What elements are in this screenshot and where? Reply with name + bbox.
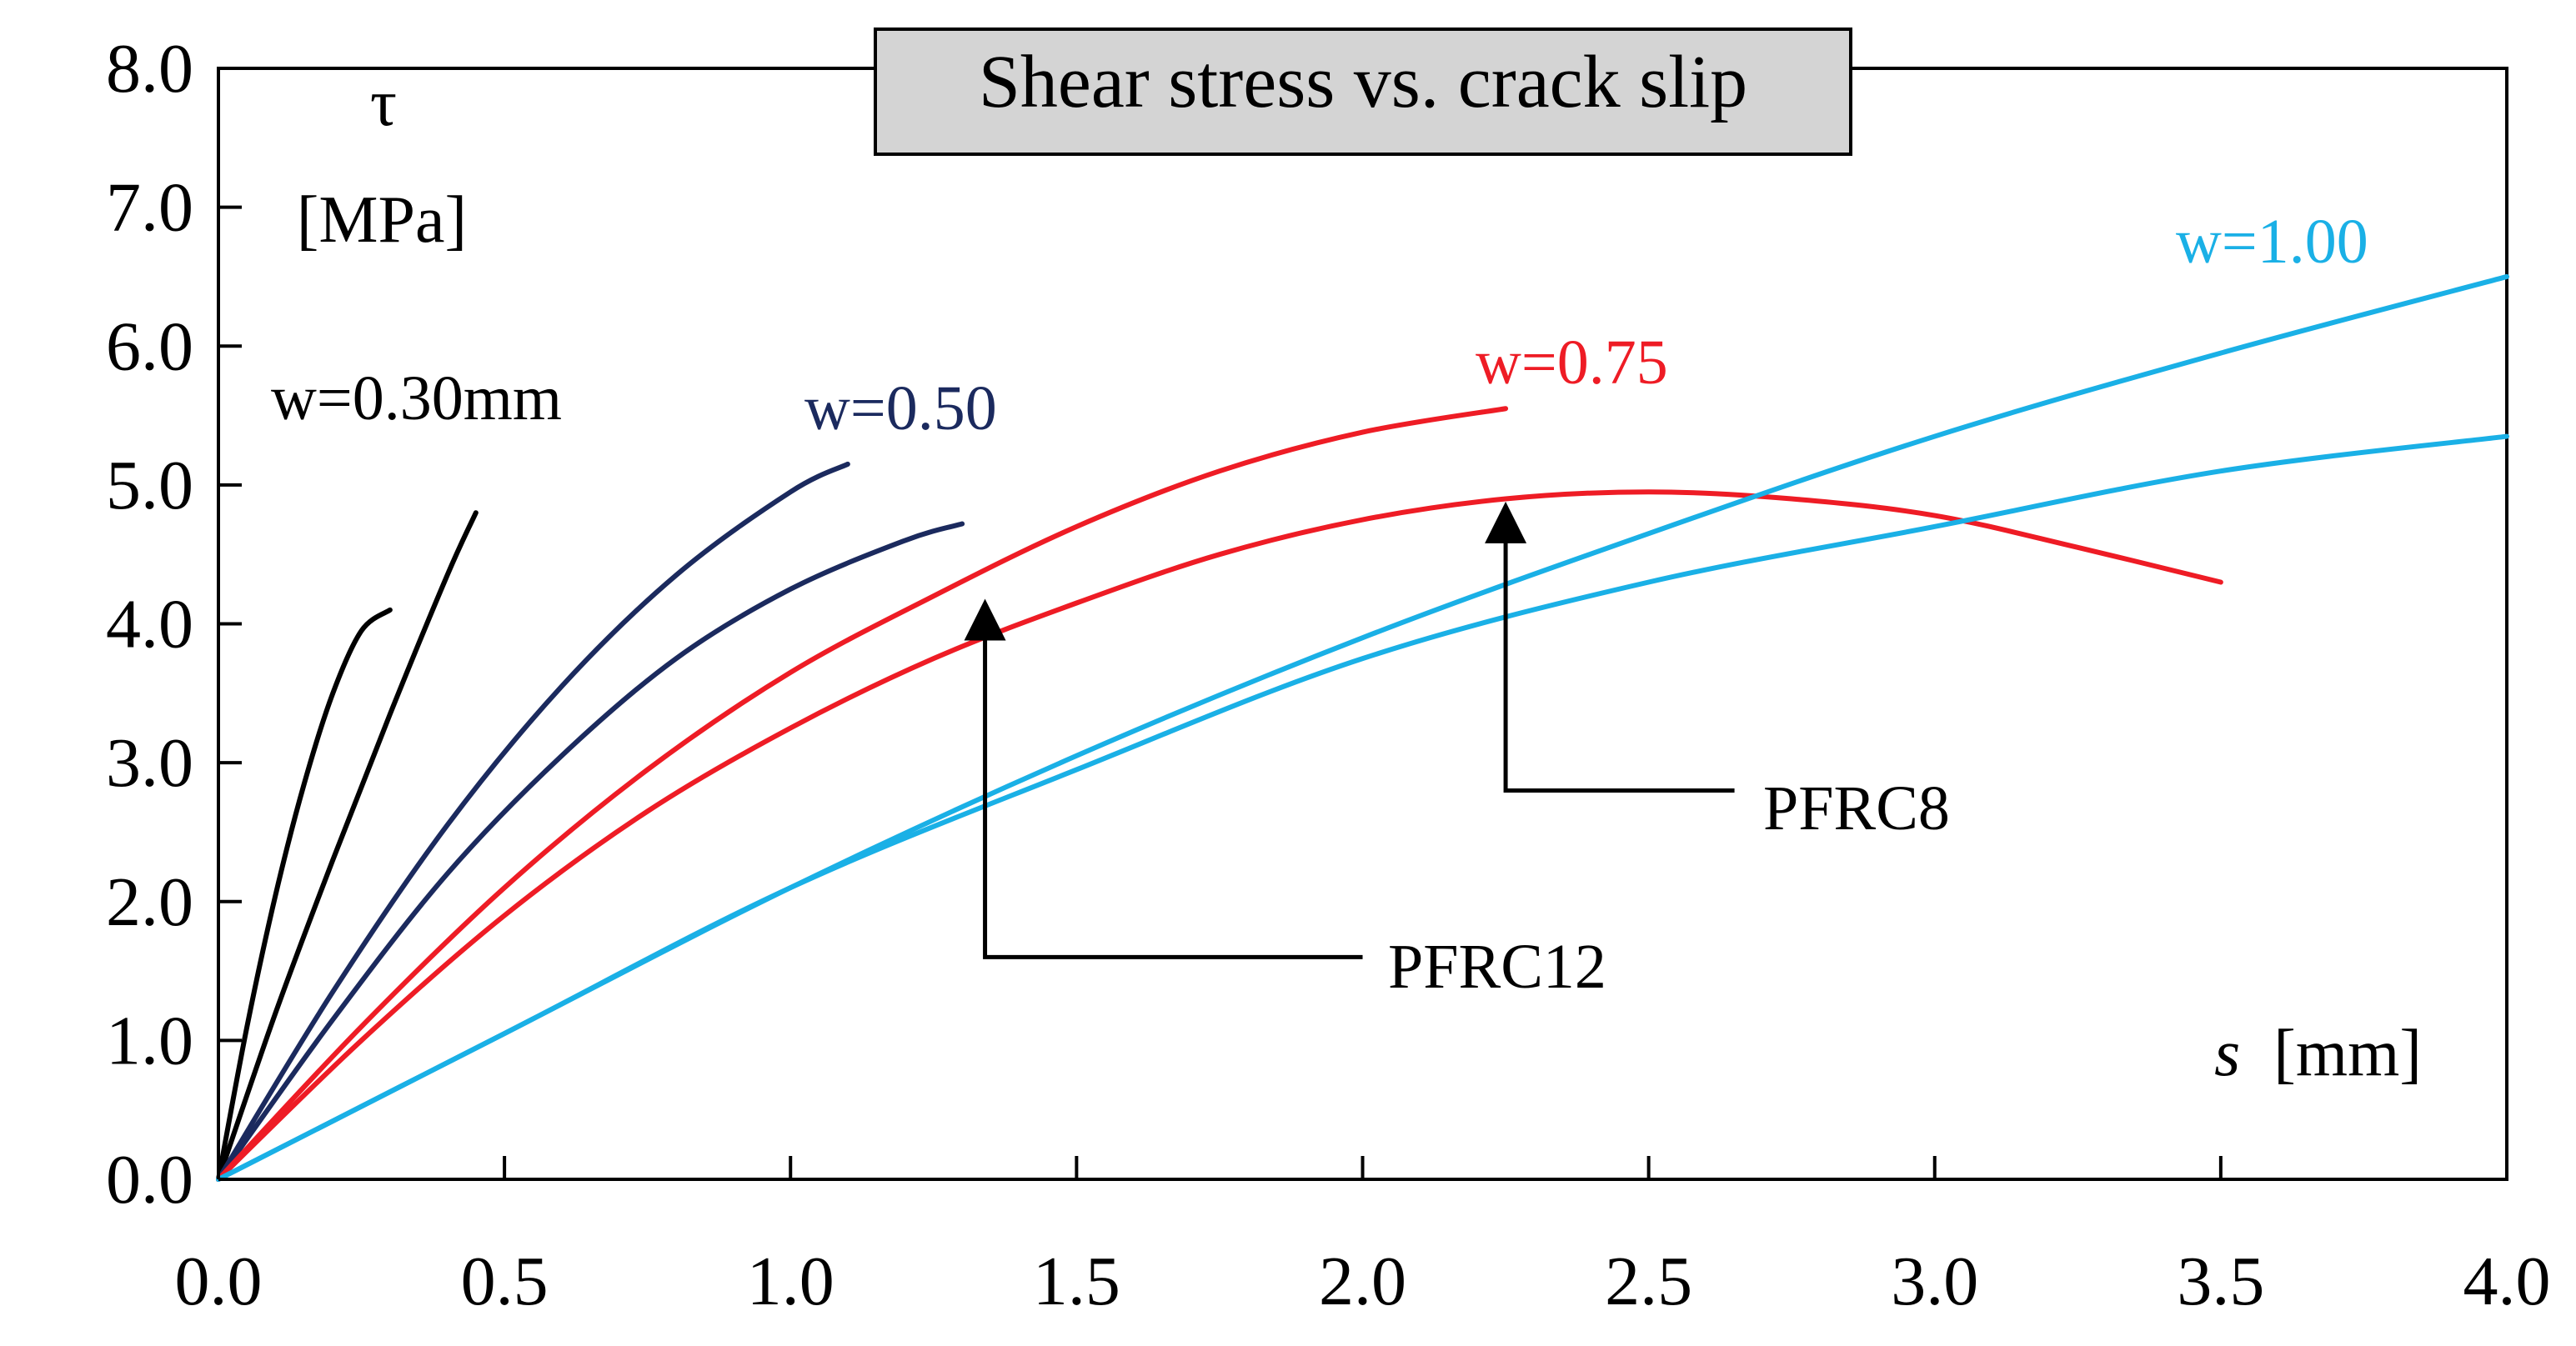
y-tick-label: 4.0	[106, 586, 193, 663]
y-tick-label: 7.0	[106, 169, 193, 247]
label-w050: w=0.50	[804, 373, 997, 443]
annotation-arrow	[1485, 501, 1735, 793]
x-tick-label: 4.0	[2463, 1243, 2551, 1320]
svg-text:s [mm]: s [mm]	[2214, 1017, 2422, 1090]
x-tick-label: 1.0	[747, 1243, 834, 1320]
y-tick-label: 0.0	[106, 1141, 193, 1218]
x-tick-label: 3.0	[1891, 1243, 1978, 1320]
tick-layer: 0.0 0.5 1.0 1.5 2.0 2.5 3.0 3.5 4.0 0.0 1.0 2.0 3.0 4…	[106, 30, 2551, 1320]
y-tick-label: 1.0	[106, 1002, 193, 1079]
annotation-pfrc8: PFRC8	[1763, 773, 1950, 843]
chart-title: Shear stress vs. crack slip	[979, 41, 1747, 123]
series-line-w030	[216, 607, 393, 1182]
y-tick-label: 3.0	[106, 724, 193, 802]
y-tick-label: 5.0	[106, 447, 193, 524]
x-tick-label: 0.0	[175, 1243, 263, 1320]
x-axis-unit: [mm]	[2273, 1017, 2422, 1090]
y-tick-label: 2.0	[106, 863, 193, 941]
plot-area-border	[217, 67, 2508, 1181]
x-tick-label: 0.5	[461, 1243, 549, 1320]
label-w030: w=0.30mm	[271, 363, 562, 433]
annotation-pfrc12: PFRC12	[1388, 932, 1606, 1002]
y-tick-label: 6.0	[106, 308, 193, 385]
annotation-layer	[964, 501, 1735, 959]
series-line-w030	[216, 510, 479, 1182]
series-layer	[216, 273, 2509, 1182]
x-tick-label: 2.0	[1319, 1243, 1406, 1320]
series-line-w075	[216, 406, 1509, 1182]
label-w075: w=0.75	[1476, 328, 1668, 398]
x-tick-label: 3.5	[2177, 1243, 2264, 1320]
series-line-w100	[216, 433, 2509, 1182]
series-line-w050	[216, 521, 965, 1182]
x-tick-label: 2.5	[1605, 1243, 1692, 1320]
x-axis-variable: s	[2214, 1017, 2240, 1090]
series-line-w075	[216, 489, 2223, 1182]
chart-title-box: Shear stress vs. crack slip	[874, 28, 1852, 156]
series-line-w050	[216, 461, 850, 1182]
x-tick-label: 1.5	[1033, 1243, 1120, 1320]
y-tick-label: 8.0	[106, 30, 193, 108]
y-axis-unit: [MPa]	[297, 183, 467, 257]
x-axis-label: s [mm]	[2214, 1017, 2422, 1090]
annotation-arrow	[964, 598, 1363, 959]
label-w100: w=1.00	[2176, 207, 2368, 277]
y-axis-symbol: τ	[370, 67, 397, 140]
plot-frame	[217, 67, 2508, 1181]
